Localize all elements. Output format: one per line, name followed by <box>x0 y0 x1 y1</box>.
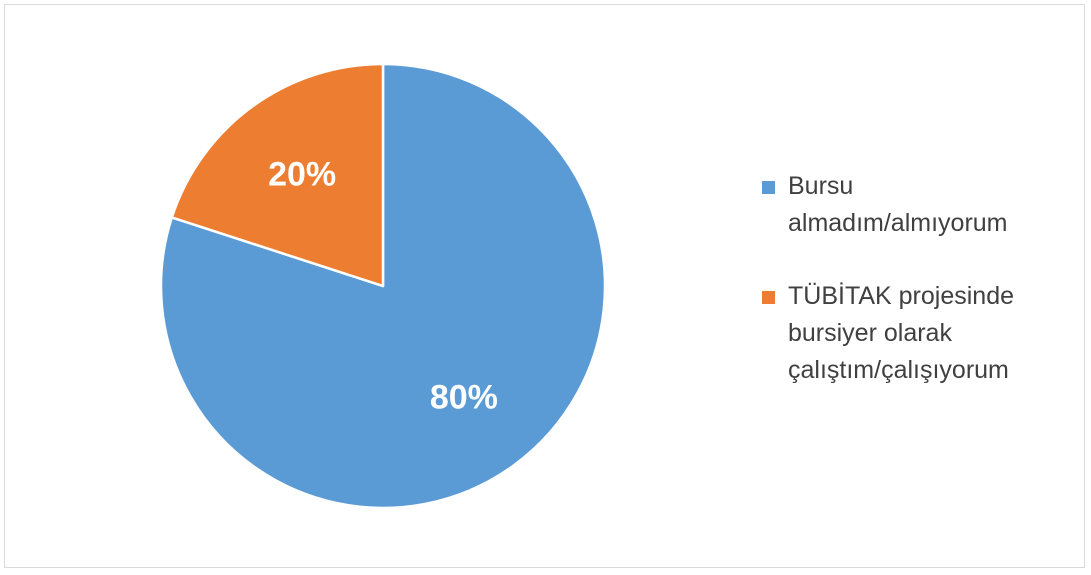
pie-data-labels: 80% 20% <box>268 156 498 417</box>
data-label-1: 20% <box>268 156 336 194</box>
legend-swatch-0 <box>762 181 775 194</box>
legend-label-1: TÜBİTAK projesinde bursiyer olarak çalış… <box>788 282 1015 384</box>
legend-item-1: TÜBİTAK projesinde bursiyer olarak çalış… <box>762 278 1072 389</box>
data-label-0: 80% <box>430 378 498 416</box>
legend-item-0: Bursu almadım/almıyorum <box>762 168 1072 242</box>
pie-slice-1 <box>170 62 385 288</box>
chart-legend: Bursu almadım/almıyorum TÜBİTAK projesin… <box>762 168 1072 425</box>
pie-slices <box>159 62 607 510</box>
legend-swatch-1 <box>762 291 775 304</box>
legend-label-0: Bursu almadım/almıyorum <box>788 172 1008 237</box>
